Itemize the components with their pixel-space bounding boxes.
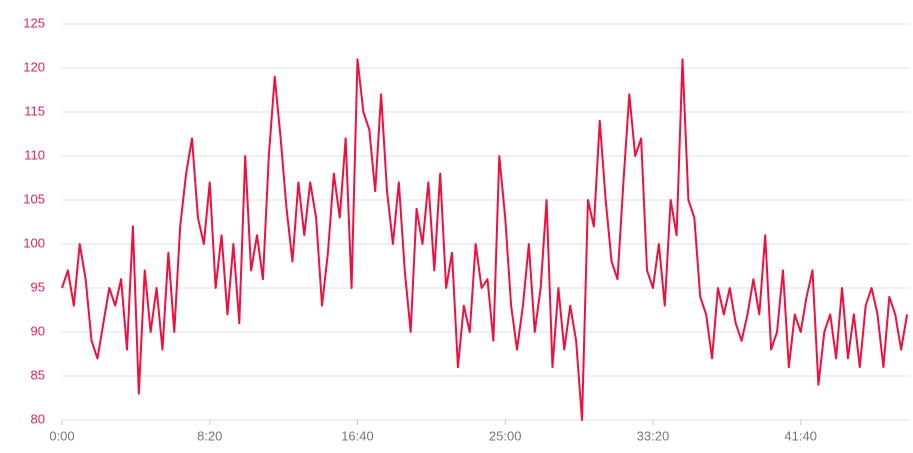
x-tick-label: 33:20 <box>637 428 670 443</box>
x-tick-label: 41:40 <box>784 428 817 443</box>
y-tick-label: 115 <box>24 103 45 118</box>
y-tick-label: 80 <box>31 411 45 426</box>
y-tick-label: 105 <box>23 191 45 206</box>
y-tick-label: 90 <box>31 323 45 338</box>
y-tick-label: 85 <box>31 367 45 382</box>
x-tick-label: 16:40 <box>341 428 374 443</box>
line <box>61 58 909 421</box>
x-tick-label: 0:00 <box>49 428 74 443</box>
y-tick-label: 110 <box>24 147 45 162</box>
y-tick-label: 95 <box>31 279 45 294</box>
x-tick-label: 25:00 <box>489 428 522 443</box>
x-tick-label: 8:20 <box>197 428 222 443</box>
y-tick-label: 120 <box>23 59 45 74</box>
y-tick-label: 100 <box>23 235 45 250</box>
y-tick-label: 125 <box>23 15 45 30</box>
